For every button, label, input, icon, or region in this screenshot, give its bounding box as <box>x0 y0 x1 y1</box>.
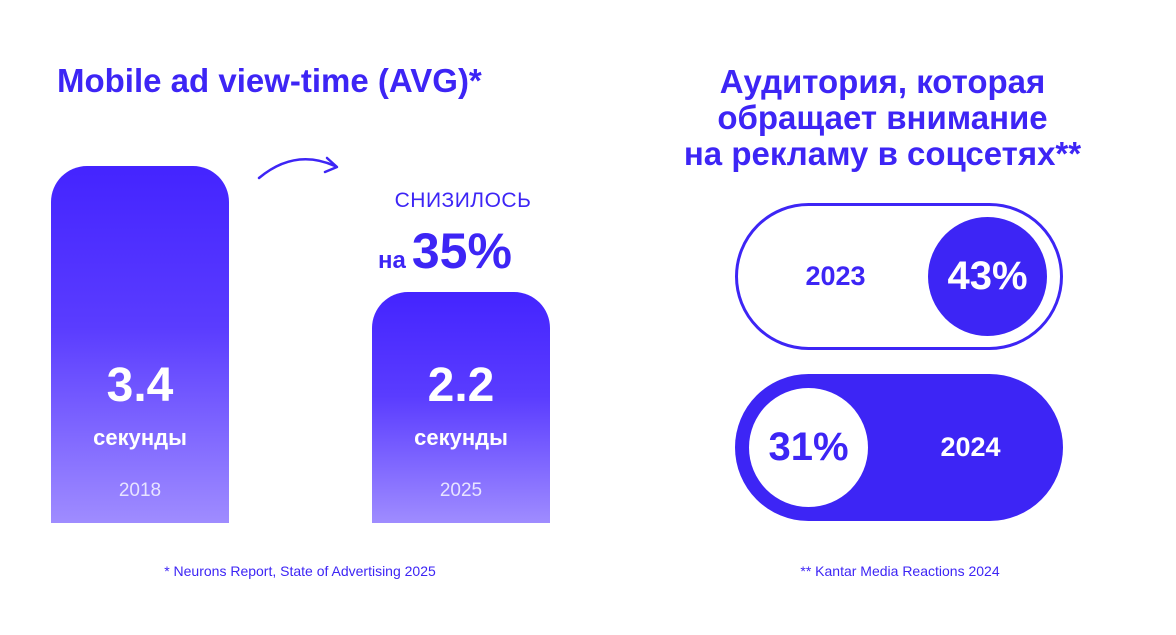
curved-arrow-icon <box>257 156 339 180</box>
title-line: Аудитория, которая <box>719 63 1046 100</box>
pill-year: 2024 <box>940 432 1001 462</box>
bar-value-label: 3.4 <box>106 359 174 412</box>
pill-2023: 2023 43% <box>735 203 1063 350</box>
bar-category-label: 2025 <box>439 480 483 501</box>
decline-value: на 35% <box>378 222 512 280</box>
decline-percent: 35% <box>411 223 512 279</box>
bar-unit-label: секунды <box>414 425 508 450</box>
pill-percent-circle: 43% <box>928 217 1047 336</box>
bar-2025: 2.2 секунды 2025 <box>372 292 550 523</box>
decline-label: СНИЗИЛОСЬ <box>394 189 532 212</box>
chart-title-audience: Аудитория, которая обращает внимание на … <box>655 64 1110 172</box>
bar-value-label: 2.2 <box>427 359 495 412</box>
title-line: обращает внимание <box>717 99 1048 136</box>
decline-prefix: на <box>378 247 406 274</box>
title-line: на рекламу в соцсетях** <box>683 135 1082 172</box>
bar-2018: 3.4 секунды 2018 <box>51 166 229 523</box>
pill-year: 2023 <box>805 261 866 291</box>
bar-unit-label: секунды <box>93 425 187 450</box>
bar-category-label: 2018 <box>118 480 162 501</box>
chart-title-view-time: Mobile ad view-time (AVG)* <box>57 62 482 99</box>
pill-percent-circle: 31% <box>749 388 868 507</box>
source-note-right: ** Kantar Media Reactions 2024 <box>800 563 1000 579</box>
pill-2024: 31% 2024 <box>735 374 1063 521</box>
source-note-left: * Neurons Report, State of Advertising 2… <box>164 563 436 579</box>
